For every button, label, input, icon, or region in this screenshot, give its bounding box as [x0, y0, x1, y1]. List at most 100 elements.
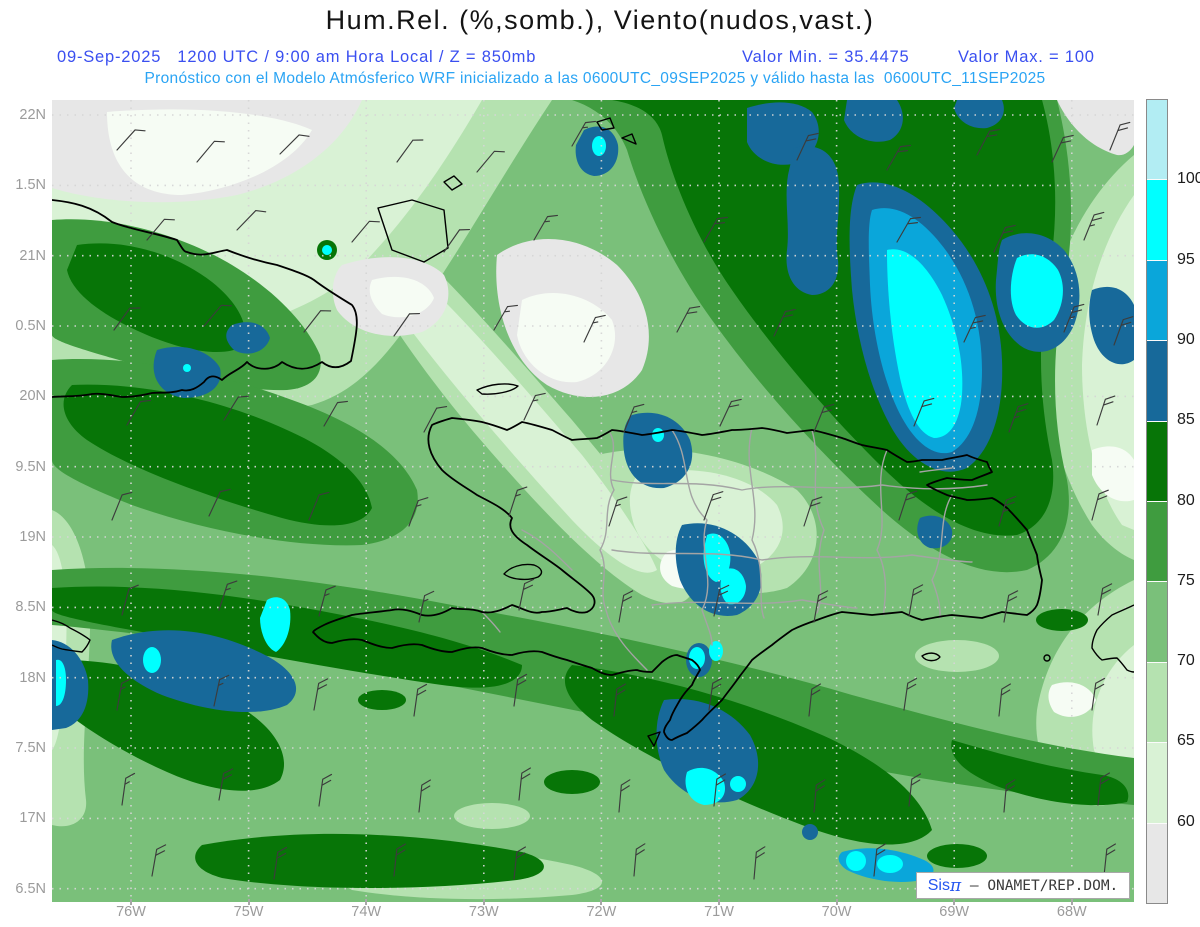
- wind-barb: [318, 585, 336, 617]
- lon-axis-tick: [130, 899, 132, 905]
- province-borders: [481, 427, 988, 671]
- wind-barb: [908, 773, 921, 807]
- colorbar-label: 80: [1177, 491, 1195, 509]
- wind-barb: [713, 773, 726, 807]
- wind-barb: [121, 584, 139, 616]
- lon-axis-label: 73W: [468, 904, 499, 920]
- beata-island: [647, 731, 661, 747]
- wind-barb: [898, 490, 918, 521]
- wind-barb: [393, 312, 421, 337]
- lat-axis-label: 6.5N: [15, 880, 46, 897]
- wind-barb: [886, 144, 912, 171]
- forecast-note: Pronóstico con el Modelo Atmósferico WRF…: [144, 70, 1046, 87]
- wind-barb: [708, 677, 723, 711]
- colorbar-segment: [1147, 743, 1167, 824]
- wind-barb: [1096, 395, 1116, 426]
- wind-barb: [1103, 843, 1116, 877]
- wind-barb: [418, 779, 431, 813]
- lon-axis-label: 70W: [821, 904, 852, 920]
- wind-barb: [1091, 677, 1106, 711]
- wind-barb: [396, 139, 424, 163]
- wind-barb: [308, 491, 330, 521]
- colorbar-segment: [1147, 662, 1167, 744]
- wind-barb: [116, 129, 146, 151]
- wind-barb: [773, 308, 796, 337]
- wind-barb: [703, 216, 729, 243]
- wind-barb: [998, 495, 1017, 527]
- wind-barb: [126, 399, 152, 426]
- wind-barb: [813, 779, 826, 813]
- wind-barbs: [111, 120, 1134, 880]
- wind-barb: [1003, 779, 1016, 813]
- colorbar: [1146, 99, 1168, 904]
- wind-barb: [303, 310, 332, 333]
- sis-logo-text: Sis: [927, 876, 950, 894]
- wind-barb: [633, 843, 646, 877]
- wind-barb: [618, 590, 634, 623]
- wind-barb: [513, 673, 528, 707]
- wind-barb: [908, 584, 924, 617]
- wind-barb: [583, 314, 606, 343]
- lat-axis-label: 0.5N: [15, 318, 46, 334]
- wind-barb: [571, 120, 597, 147]
- wind-barb: [121, 772, 136, 806]
- lon-axis-tick: [247, 899, 250, 905]
- wind-barb: [993, 224, 1016, 253]
- wind-barb: [703, 491, 724, 521]
- wind-barb: [518, 767, 531, 801]
- wind-barb: [753, 846, 766, 880]
- wind-barb: [976, 129, 1001, 156]
- wind-barb: [1113, 316, 1134, 346]
- lon-axis-tick: [835, 899, 838, 905]
- wind-barb: [111, 491, 133, 521]
- lat-axis-label: 18N: [19, 669, 46, 686]
- puerto-rico-coastline: [1091, 604, 1134, 673]
- wind-barb: [873, 843, 886, 877]
- colorbar-segment: [1147, 502, 1167, 583]
- valor-min-label: Valor Min. = 35.4475: [742, 48, 910, 66]
- lon-axis-label: 68W: [1056, 904, 1087, 920]
- lat-axis-label: 7.5N: [15, 740, 46, 756]
- wind-barb: [613, 683, 626, 717]
- turks-islands: [596, 117, 637, 145]
- wind-barb: [518, 578, 535, 611]
- valor-max-label: Valor Max. = 100: [958, 48, 1095, 66]
- colorbar-label: 60: [1177, 812, 1195, 830]
- lat-axis-label: 8.5N: [15, 599, 46, 616]
- wind-barb: [523, 392, 546, 421]
- wind-barb: [116, 678, 132, 711]
- wind-barb: [963, 314, 986, 343]
- wind-barb: [1051, 134, 1074, 163]
- wind-barb: [813, 590, 829, 623]
- wind-barb: [1008, 403, 1029, 433]
- wind-barb: [313, 678, 329, 711]
- wind-barb: [418, 590, 435, 623]
- wind-barb: [279, 134, 310, 155]
- lat-axis-label: 1.5N: [15, 177, 46, 194]
- page-title: Hum.Rel. (%,somb.), Viento(nudos,vast.): [325, 5, 875, 35]
- wind-barb: [218, 580, 238, 611]
- wind-barb: [1003, 590, 1019, 623]
- tortuga-island: [476, 383, 519, 395]
- colorbar-segment: [1147, 341, 1167, 422]
- colorbar-segment: [1147, 260, 1167, 342]
- wind-barb: [213, 674, 230, 707]
- wind-barb: [1063, 303, 1085, 333]
- wind-barb: [608, 496, 628, 527]
- colorbar-label: 90: [1177, 330, 1195, 348]
- colorbar-segment: [1147, 823, 1167, 904]
- wind-barb: [903, 677, 918, 711]
- lon-axis-label: 75W: [233, 904, 264, 920]
- saona-island: [921, 652, 941, 662]
- humidity-contour-field: [52, 100, 1134, 902]
- lat-axis-label: 19N: [19, 529, 46, 545]
- lat-axis-label: 17N: [19, 810, 46, 827]
- lon-axis-tick: [1070, 899, 1073, 905]
- colorbar-label: 70: [1177, 652, 1195, 670]
- pi-logo-icon: π: [949, 875, 962, 896]
- wind-barb: [913, 397, 935, 427]
- lon-axis-label: 69W: [939, 904, 970, 920]
- lat-lon-gridlines: [52, 100, 1134, 902]
- lat-axis-label: 22N: [19, 107, 46, 123]
